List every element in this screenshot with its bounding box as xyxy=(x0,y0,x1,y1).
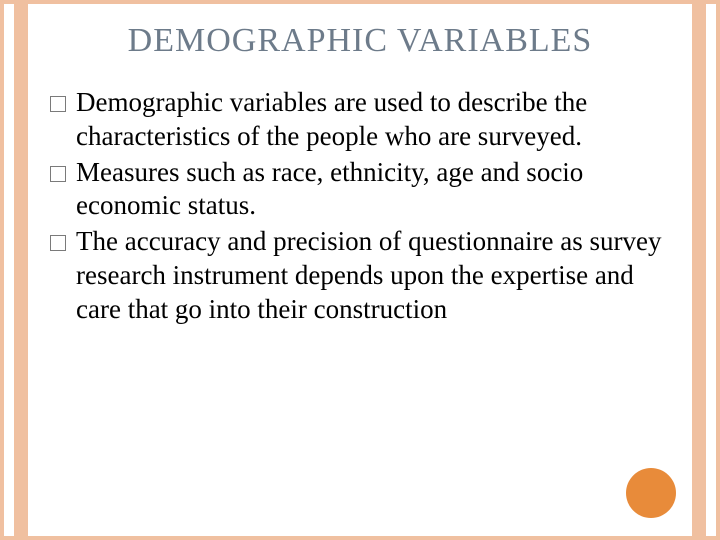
bullet-icon xyxy=(50,235,66,251)
left-strip xyxy=(14,4,28,536)
bullet-icon xyxy=(50,166,66,182)
bullet-icon xyxy=(50,96,66,112)
list-item: Measures such as race, ethnicity, age an… xyxy=(50,156,670,224)
bullet-text: Measures such as race, ethnicity, age an… xyxy=(76,156,670,224)
right-strip xyxy=(692,4,706,536)
slide-content: Demographic variables are used to descri… xyxy=(50,86,670,328)
accent-circle-icon xyxy=(626,468,676,518)
bullet-text: The accuracy and precision of questionna… xyxy=(76,225,670,326)
list-item: The accuracy and precision of questionna… xyxy=(50,225,670,326)
list-item: Demographic variables are used to descri… xyxy=(50,86,670,154)
bullet-text: Demographic variables are used to descri… xyxy=(76,86,670,154)
slide-title: DEMOGRAPHIC VARIABLES xyxy=(0,22,720,60)
